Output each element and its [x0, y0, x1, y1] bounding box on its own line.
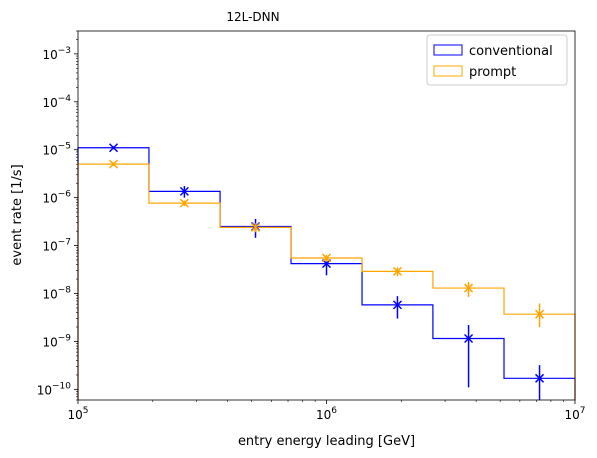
legend-swatch-prompt: [433, 65, 463, 77]
prompt-point-marker: [535, 309, 545, 319]
y-axis-ticks: 10−10 10−9 10−8 10−7 10−6 10−5 10−4 10−3: [37, 30, 78, 401]
prompt-point-marker: [392, 266, 402, 276]
error-bars: [109, 143, 545, 400]
y-axis-label: event rate [1/s]: [10, 164, 25, 265]
legend-swatch-conventional: [433, 44, 463, 56]
y-tick-label: 10−4: [42, 94, 71, 110]
chart-title: 12L-DNN: [226, 10, 279, 24]
conventional-point-marker: [109, 143, 119, 153]
x-tick-label: 106: [316, 406, 337, 422]
prompt-point-marker: [179, 198, 189, 208]
conventional-point-marker: [464, 333, 474, 344]
y-tick-label: 10−10: [37, 381, 72, 397]
conventional-point-marker: [535, 373, 545, 383]
legend-label-prompt: prompt: [469, 65, 516, 80]
prompt-point-marker: [109, 159, 119, 169]
prompt-point-marker: [321, 253, 332, 263]
prompt-point-marker: [464, 283, 474, 293]
legend: conventional prompt: [426, 34, 568, 86]
legend-label-conventional: conventional: [469, 44, 553, 59]
conventional-point-marker: [392, 300, 402, 310]
conventional-point-marker: [179, 186, 189, 196]
x-tick-label: 105: [67, 406, 88, 422]
y-tick-label: 10−6: [42, 190, 71, 206]
y-tick-label: 10−7: [42, 238, 71, 254]
prompt-point-marker: [250, 222, 261, 232]
y-tick-label: 10−8: [42, 286, 71, 302]
plot-frame: [77, 30, 576, 401]
prompt-histogram-step: [77, 163, 576, 400]
x-axis-label: entry energy leading [GeV]: [238, 434, 415, 449]
y-tick-label: 10−9: [42, 333, 71, 349]
x-tick-label: 107: [564, 406, 585, 422]
y-tick-label: 10−3: [42, 46, 71, 62]
x-axis-ticks: 105 106 107: [67, 400, 586, 422]
y-tick-label: 10−5: [42, 142, 71, 158]
